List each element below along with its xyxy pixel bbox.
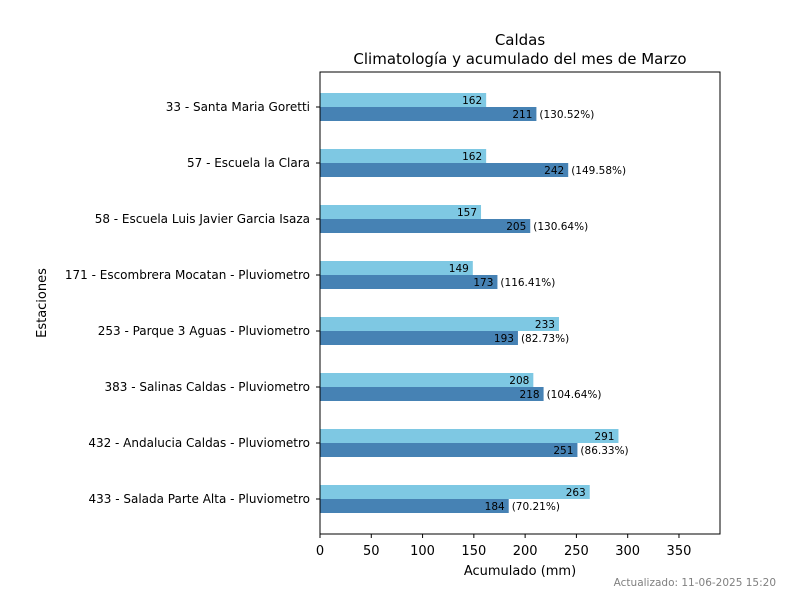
bar-series-2 bbox=[320, 499, 509, 513]
bar-value-label: 291 bbox=[594, 431, 614, 443]
x-tick-label: 0 bbox=[316, 544, 324, 559]
bar-percent-label: (116.41%) bbox=[500, 277, 555, 289]
bar-value-label: 233 bbox=[535, 319, 555, 331]
x-tick-label: 100 bbox=[410, 544, 435, 559]
bar-percent-label: (104.64%) bbox=[547, 389, 602, 401]
bar-value-label: 162 bbox=[462, 95, 482, 107]
y-axis-label: Estaciones bbox=[35, 268, 50, 338]
y-tick-label: 383 - Salinas Caldas - Pluviometro bbox=[104, 380, 310, 394]
bar-value-label: 157 bbox=[457, 207, 477, 219]
bar-percent-label: (86.33%) bbox=[580, 445, 628, 457]
bar-series-1 bbox=[320, 373, 534, 387]
bar-series-2 bbox=[320, 387, 544, 401]
y-tick-label: 171 - Escombrera Mocatan - Pluviometro bbox=[65, 268, 310, 282]
bar-value-label: 205 bbox=[506, 221, 526, 233]
bar-series-2 bbox=[320, 443, 578, 457]
bar-percent-label: (149.58%) bbox=[571, 165, 626, 177]
plot-area: 33 - Santa Maria Goretti 162 211 (130.52%) 5… bbox=[65, 93, 691, 559]
bar-value-label: 251 bbox=[553, 445, 573, 457]
x-tick-label: 200 bbox=[513, 544, 538, 559]
bar-value-label: 218 bbox=[520, 389, 540, 401]
bar-value-label: 149 bbox=[449, 263, 469, 275]
bar-value-label: 162 bbox=[462, 151, 482, 163]
bar-percent-label: (82.73%) bbox=[521, 333, 569, 345]
bar-percent-label: (70.21%) bbox=[512, 501, 560, 513]
x-tick-label: 50 bbox=[363, 544, 380, 559]
bar-series-1 bbox=[320, 429, 619, 443]
bar-percent-label: (130.64%) bbox=[533, 221, 588, 233]
bar-series-1 bbox=[320, 485, 590, 499]
bar-value-label: 242 bbox=[544, 165, 564, 177]
plot-frame bbox=[319, 71, 721, 535]
y-tick-label: 58 - Escuela Luis Javier Garcia Isaza bbox=[95, 212, 310, 226]
bar-value-label: 193 bbox=[494, 333, 514, 345]
x-axis-label: Acumulado (mm) bbox=[464, 564, 576, 579]
chart-title: Caldas bbox=[495, 31, 546, 49]
y-tick-label: 253 - Parque 3 Aguas - Pluviometro bbox=[98, 324, 310, 338]
y-tick-label: 57 - Escuela la Clara bbox=[187, 156, 310, 170]
y-tick-label: 433 - Salada Parte Alta - Pluviometro bbox=[89, 492, 311, 506]
bar-series-2 bbox=[320, 163, 569, 177]
x-tick-label: 150 bbox=[461, 544, 486, 559]
x-tick-label: 350 bbox=[667, 544, 692, 559]
chart-subtitle: Climatología y acumulado del mes de Marz… bbox=[353, 50, 686, 68]
bar-series-1 bbox=[320, 149, 487, 163]
bar-series-1 bbox=[320, 205, 482, 219]
y-tick-label: 432 - Andalucia Caldas - Pluviometro bbox=[88, 436, 310, 450]
bar-series-2 bbox=[320, 219, 531, 233]
bar-value-label: 211 bbox=[512, 109, 532, 121]
bar-series-1 bbox=[320, 261, 473, 275]
bar-value-label: 184 bbox=[485, 501, 505, 513]
y-tick-label: 33 - Santa Maria Goretti bbox=[166, 100, 310, 114]
bar-series-2 bbox=[320, 107, 537, 121]
x-tick-label: 300 bbox=[615, 544, 640, 559]
bar-series-1 bbox=[320, 93, 487, 107]
updated-timestamp: Actualizado: 11-06-2025 15:20 bbox=[614, 577, 776, 589]
x-tick-label: 250 bbox=[564, 544, 589, 559]
bar-series-1 bbox=[320, 317, 559, 331]
bar-value-label: 173 bbox=[473, 277, 493, 289]
bar-series-2 bbox=[320, 275, 498, 289]
bar-value-label: 208 bbox=[509, 375, 529, 387]
bar-value-label: 263 bbox=[566, 487, 586, 499]
bar-percent-label: (130.52%) bbox=[539, 109, 594, 121]
bar-series-2 bbox=[320, 331, 518, 345]
